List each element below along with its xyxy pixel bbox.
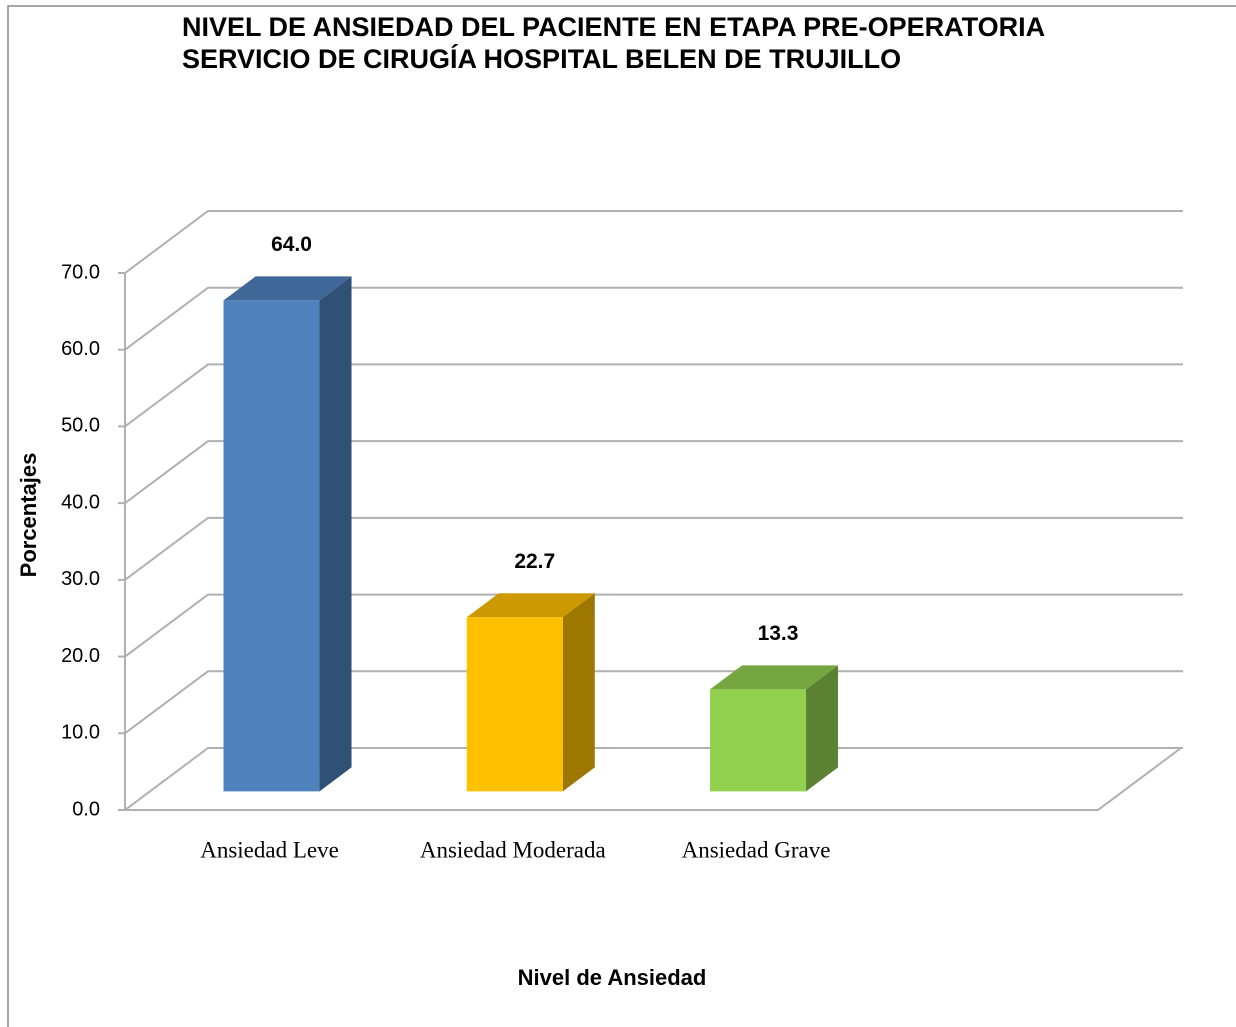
value-label: 64.0 bbox=[271, 233, 312, 256]
chart-subtitle: SERVICIO DE CIRUGÍA HOSPITAL BELEN DE TR… bbox=[182, 43, 901, 74]
y-tick-label: 60.0 bbox=[61, 338, 100, 360]
x-tick-label: Ansiedad Moderada bbox=[420, 837, 606, 862]
y-tick-label: 20.0 bbox=[61, 645, 100, 667]
value-label: 22.7 bbox=[514, 550, 555, 573]
bar bbox=[710, 689, 807, 792]
x-axis-title: Nivel de Ansiedad bbox=[518, 965, 707, 990]
bar-top bbox=[710, 665, 839, 690]
x-tick-label: Ansiedad Grave bbox=[682, 837, 831, 862]
y-axis-title: Porcentajes bbox=[16, 453, 41, 578]
y-tick-label: 0.0 bbox=[72, 798, 100, 820]
bar bbox=[466, 617, 563, 792]
chart-title: NIVEL DE ANSIEDAD DEL PACIENTE EN ETAPA … bbox=[182, 12, 1045, 42]
y-tick-label: 30.0 bbox=[61, 568, 100, 590]
y-tick-label: 50.0 bbox=[61, 415, 100, 437]
grid-line bbox=[124, 516, 1183, 581]
y-tick-label: 70.0 bbox=[61, 261, 100, 283]
bar-side bbox=[806, 665, 839, 792]
x-tick-label: Ansiedad Leve bbox=[200, 837, 339, 862]
grid-line bbox=[124, 747, 1183, 811]
grid-line bbox=[124, 363, 1183, 428]
floor bbox=[125, 747, 1182, 811]
grid-line bbox=[124, 286, 1183, 351]
bar-side bbox=[319, 276, 352, 792]
value-label: 13.3 bbox=[758, 622, 799, 645]
bar-side bbox=[562, 593, 595, 792]
bar-top bbox=[466, 593, 595, 618]
grid-line bbox=[124, 440, 1183, 504]
bar bbox=[223, 300, 320, 792]
grid-line bbox=[124, 210, 1183, 274]
grid-line bbox=[124, 593, 1183, 658]
bar-top bbox=[223, 276, 352, 301]
y-tick-label: 40.0 bbox=[61, 491, 100, 513]
grid-line bbox=[124, 670, 1183, 735]
frame bbox=[7, 5, 1236, 1027]
y-tick-label: 10.0 bbox=[61, 722, 100, 744]
